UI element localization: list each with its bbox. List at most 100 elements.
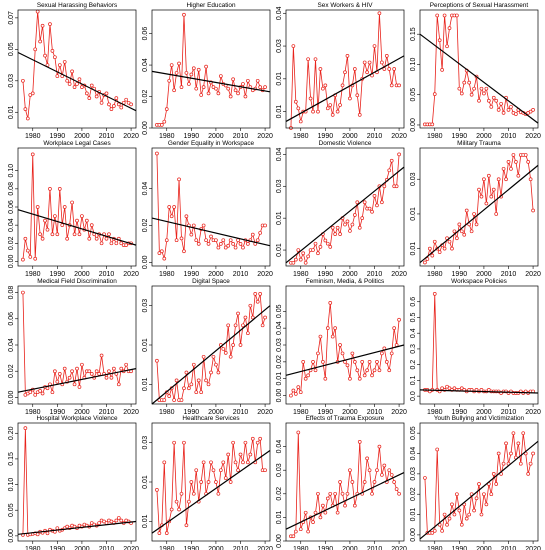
data-point [494, 482, 499, 486]
data-point [209, 370, 213, 375]
data-point [164, 107, 169, 111]
data-point [289, 393, 293, 398]
data-point [114, 96, 119, 100]
data-point [316, 251, 320, 256]
data-point [333, 326, 338, 330]
data-point [387, 168, 392, 173]
data-point [316, 351, 320, 356]
data-point [333, 491, 338, 496]
data-point [187, 386, 191, 391]
x-tick-label: 1990 [452, 546, 468, 550]
data-point [528, 461, 533, 466]
data-point [328, 491, 333, 496]
data-point [472, 212, 476, 216]
data-point [450, 246, 454, 251]
plot-frame [151, 422, 271, 542]
data-point [177, 507, 181, 512]
data-point [377, 11, 382, 16]
data-point [53, 55, 57, 60]
data-point [472, 508, 476, 513]
data-point [228, 480, 233, 484]
data-point [425, 257, 430, 261]
data-point [370, 209, 374, 214]
data-point [486, 98, 491, 103]
data-point [494, 98, 499, 103]
x-tick-label: 1980 [293, 409, 309, 416]
data-point [187, 499, 191, 504]
data-point [191, 223, 196, 228]
data-point [169, 214, 174, 219]
trend-line [419, 389, 539, 394]
data-point [432, 528, 437, 533]
x-tick-label: 2000 [476, 271, 492, 278]
data-point [291, 260, 296, 265]
data-point [518, 461, 523, 466]
y-tick-label: 0.6 [410, 297, 417, 307]
plot-frame [285, 422, 405, 542]
data-point [372, 480, 377, 484]
data-point [116, 382, 121, 387]
data-point [241, 245, 245, 250]
y-tick-label: 0.15 [8, 452, 15, 466]
y-tick-label: 0.04 [142, 182, 149, 196]
data-point [99, 100, 104, 105]
trend-line [285, 166, 405, 264]
data-point [516, 173, 521, 178]
data-point [70, 69, 74, 74]
data-point [338, 103, 342, 107]
data-point [62, 366, 67, 371]
panel-title: Effects of Trauma Exposure [306, 415, 385, 422]
data-point [201, 85, 206, 89]
panel-title: Domestic Violence [319, 140, 372, 147]
data-point [23, 236, 28, 241]
x-tick-label: 1980 [427, 409, 443, 416]
data-point [226, 243, 231, 248]
data-point [65, 236, 70, 241]
y-tick-label: 0.04 [142, 58, 149, 72]
trend-line [17, 51, 137, 112]
data-point [84, 218, 89, 223]
data-point [246, 78, 250, 83]
x-tick-label: 1990 [452, 271, 468, 278]
x-tick-label: 1980 [159, 409, 175, 416]
data-point [155, 488, 159, 492]
data-point [432, 239, 437, 244]
data-point [330, 334, 335, 339]
data-point [204, 64, 208, 69]
data-point [33, 392, 38, 397]
data-point [445, 44, 449, 49]
x-tick-label: 2000 [208, 546, 224, 550]
data-point [209, 234, 213, 239]
data-point [350, 222, 355, 227]
data-point [196, 242, 201, 246]
data-point [321, 360, 325, 364]
data-point [482, 177, 486, 182]
data-point [352, 213, 357, 217]
data-point [104, 91, 109, 96]
data-point [323, 510, 328, 515]
data-point [43, 53, 47, 58]
data-point [313, 57, 318, 62]
data-point [33, 47, 38, 52]
data-point [296, 106, 301, 111]
y-tick-label: 0.02 [8, 236, 15, 250]
data-point [211, 468, 216, 473]
data-point [255, 238, 260, 243]
plot-frame [285, 147, 405, 267]
y-tick-label: 0.2 [410, 360, 417, 370]
data-point [263, 223, 267, 228]
x-tick-label: 2020 [391, 546, 407, 550]
data-point [204, 238, 208, 243]
data-point [112, 366, 116, 371]
data-point [504, 441, 508, 446]
data-point [182, 12, 186, 17]
trend-line [419, 440, 539, 540]
trend-line [151, 305, 271, 405]
data-point [87, 236, 92, 241]
data-point [99, 241, 104, 246]
data-point [35, 205, 40, 209]
y-tick-label: 0.01 [276, 243, 283, 257]
data-point [389, 83, 394, 88]
data-point [328, 245, 333, 249]
data-point [25, 248, 30, 253]
